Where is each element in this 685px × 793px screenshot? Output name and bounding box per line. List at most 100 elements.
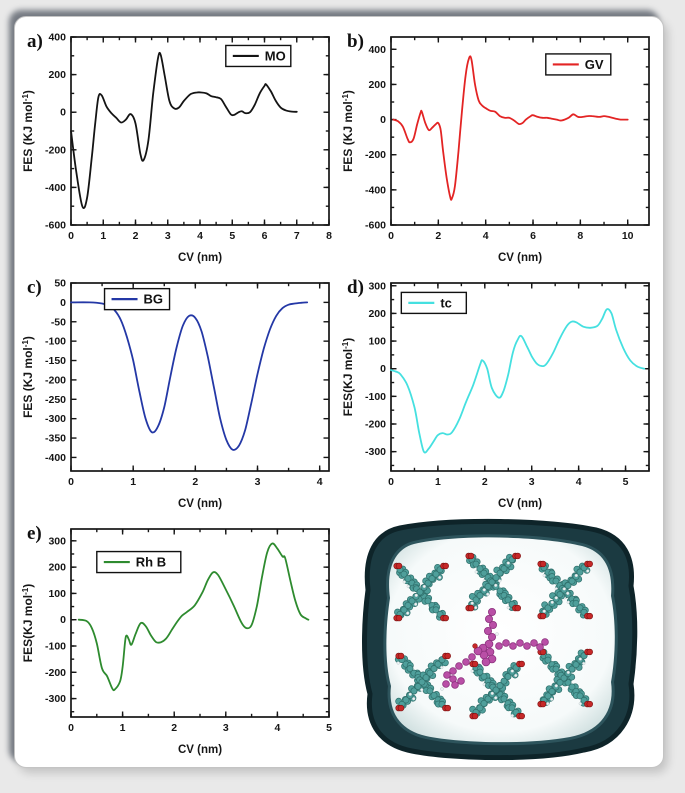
svg-text:-200: -200	[365, 419, 386, 431]
svg-text:5: 5	[326, 722, 332, 734]
svg-text:-200: -200	[45, 144, 66, 156]
svg-text:0: 0	[68, 230, 74, 242]
svg-text:1: 1	[100, 230, 106, 242]
svg-text:CV (nm): CV (nm)	[178, 744, 222, 756]
panel-a: a) 0 1 2 3 4 5 6 7 8 -600 -400 -200 0 200 400 CV (nm) FE…	[19, 23, 339, 269]
svg-text:2: 2	[482, 476, 488, 488]
panel-a-label: a)	[27, 31, 43, 52]
svg-text:Rh B: Rh B	[136, 555, 166, 570]
svg-text:0: 0	[388, 476, 394, 488]
svg-text:100: 100	[48, 588, 66, 600]
chart-d-tc: 0 1 2 3 4 5 -300 -200 -100 0 100 200 300 CV (nm) FES(K…	[341, 280, 650, 510]
svg-text:4: 4	[317, 476, 323, 488]
panel-d: d) 0 1 2 3 4 5 -300 -200 -100 0 100 200 300 CV (nm) FE…	[339, 269, 659, 515]
svg-text:FES (KJ mol-1): FES (KJ mol-1)	[341, 90, 355, 172]
svg-text:-150: -150	[45, 355, 66, 367]
panel-d-label: d)	[347, 277, 364, 298]
svg-text:400: 400	[48, 32, 66, 44]
svg-text:0: 0	[68, 722, 74, 734]
svg-text:7: 7	[294, 230, 300, 242]
svg-text:1: 1	[120, 722, 126, 734]
figure-card: a) 0 1 2 3 4 5 6 7 8 -600 -400 -200 0 200 400 CV (nm) FE…	[14, 16, 664, 768]
svg-text:FES (KJ mol-1): FES (KJ mol-1)	[21, 90, 35, 172]
svg-text:-600: -600	[45, 220, 66, 232]
svg-text:2: 2	[171, 722, 177, 734]
svg-text:0: 0	[380, 114, 386, 126]
svg-text:CV (nm): CV (nm)	[178, 252, 222, 264]
panel-b-label: b)	[347, 31, 364, 52]
svg-text:-250: -250	[45, 394, 66, 406]
svg-text:-300: -300	[365, 446, 386, 458]
svg-text:2: 2	[192, 476, 198, 488]
svg-text:-400: -400	[45, 182, 66, 194]
svg-text:-200: -200	[45, 374, 66, 386]
svg-text:CV (nm): CV (nm)	[498, 498, 542, 510]
svg-text:BG: BG	[144, 292, 164, 307]
svg-text:-200: -200	[45, 667, 66, 679]
svg-text:1: 1	[130, 476, 136, 488]
panel-e: e) 0 1 2 3 4 5 -300 -200 -100 0 100 200 300 CV (nm) FE…	[19, 515, 339, 761]
svg-text:6: 6	[530, 230, 536, 242]
svg-text:FES (KJ mol-1): FES (KJ mol-1)	[21, 336, 35, 418]
svg-text:-50: -50	[51, 316, 66, 328]
svg-text:3: 3	[529, 476, 535, 488]
svg-text:0: 0	[60, 614, 66, 626]
svg-text:5: 5	[623, 476, 629, 488]
svg-text:3: 3	[255, 476, 261, 488]
svg-text:10: 10	[622, 230, 634, 242]
figure-grid: a) 0 1 2 3 4 5 6 7 8 -600 -400 -200 0 200 400 CV (nm) FE…	[19, 23, 659, 761]
molecule-structure-image	[362, 518, 638, 760]
svg-text:0: 0	[68, 476, 74, 488]
svg-text:-100: -100	[45, 641, 66, 653]
svg-text:100: 100	[368, 336, 386, 348]
panel-molecule	[339, 515, 659, 761]
svg-text:300: 300	[368, 280, 386, 292]
svg-text:200: 200	[48, 69, 66, 81]
svg-text:3: 3	[165, 230, 171, 242]
svg-text:FES(KJ mol-1): FES(KJ mol-1)	[21, 584, 35, 662]
svg-text:0: 0	[60, 297, 66, 309]
panel-e-label: e)	[27, 523, 42, 544]
svg-text:tc: tc	[440, 295, 452, 310]
svg-text:CV (nm): CV (nm)	[498, 252, 542, 264]
svg-text:FES(KJ mol-1): FES(KJ mol-1)	[341, 338, 355, 416]
svg-text:-400: -400	[365, 184, 386, 196]
panel-c-label: c)	[27, 277, 42, 298]
svg-text:2: 2	[435, 230, 441, 242]
svg-text:-300: -300	[45, 693, 66, 705]
svg-text:CV (nm): CV (nm)	[178, 498, 222, 510]
svg-text:4: 4	[274, 722, 280, 734]
svg-text:-600: -600	[365, 220, 386, 232]
svg-text:-400: -400	[45, 452, 66, 464]
svg-text:4: 4	[576, 476, 582, 488]
svg-text:-350: -350	[45, 433, 66, 445]
svg-text:8: 8	[326, 230, 332, 242]
svg-text:4: 4	[483, 230, 489, 242]
svg-text:-100: -100	[45, 336, 66, 348]
svg-text:0: 0	[60, 107, 66, 119]
svg-text:400: 400	[368, 44, 386, 56]
chart-a-mo: 0 1 2 3 4 5 6 7 8 -600 -400 -200 0 200 400 CV (nm) FES (…	[21, 32, 332, 265]
svg-text:6: 6	[262, 230, 268, 242]
chart-c-bg: 0 1 2 3 4 -400 -350 -300 -250 -200 -150 -100 -50 0 50 C…	[21, 278, 330, 510]
svg-text:2: 2	[133, 230, 139, 242]
svg-text:200: 200	[368, 79, 386, 91]
svg-text:5: 5	[229, 230, 235, 242]
chart-b-gv: 0 2 4 6 8 10 -600 -400 -200 0 200 400 CV (nm) FES (KJ…	[341, 36, 650, 264]
panel-c: c) 0 1 2 3 4 -400 -350 -300 -250 -200 -150 -100 -50 0…	[19, 269, 339, 515]
svg-text:MO: MO	[265, 48, 286, 63]
svg-text:0: 0	[388, 230, 394, 242]
svg-text:8: 8	[577, 230, 583, 242]
svg-text:-100: -100	[365, 391, 386, 403]
svg-text:200: 200	[368, 308, 386, 320]
panel-b: b) 0 2 4 6 8 10 -600 -400 -200 0 200 400 CV (nm) FES …	[339, 23, 659, 269]
svg-text:GV: GV	[585, 57, 604, 72]
chart-e-rhb: 0 1 2 3 4 5 -300 -200 -100 0 100 200 300 CV (nm) FES(K…	[21, 528, 332, 756]
svg-text:4: 4	[197, 230, 203, 242]
svg-text:0: 0	[380, 363, 386, 375]
svg-text:1: 1	[435, 476, 441, 488]
svg-text:-200: -200	[365, 149, 386, 161]
svg-text:300: 300	[48, 535, 66, 547]
svg-text:200: 200	[48, 562, 66, 574]
svg-text:50: 50	[54, 278, 66, 290]
